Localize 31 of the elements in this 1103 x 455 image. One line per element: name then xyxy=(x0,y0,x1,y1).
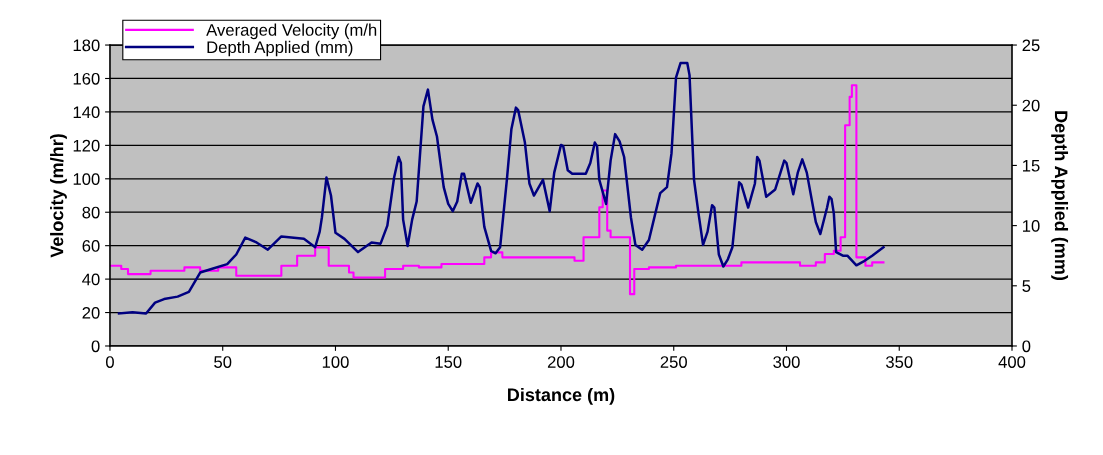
y-tick-label: 160 xyxy=(73,72,100,85)
y-tick-label: 80 xyxy=(82,206,100,219)
x-tick-label: 400 xyxy=(998,356,1026,368)
y-tick-label: 0 xyxy=(91,340,100,353)
y-axis-title: Velocity (m/hr) xyxy=(50,134,67,258)
y2-tick-label: 10 xyxy=(1023,220,1040,232)
legend-label: Depth Applied (mm) xyxy=(207,40,353,57)
y2-axis-title: Depth Applied (mm) xyxy=(1051,111,1069,281)
y2-tick-label: 15 xyxy=(1023,159,1040,172)
x-tick-label: 350 xyxy=(885,356,913,368)
x-tick-label: 150 xyxy=(435,356,462,368)
y2-tick-label: 25 xyxy=(1022,39,1040,52)
y-tick-label: 120 xyxy=(73,139,100,152)
x-tick-label: 0 xyxy=(105,356,114,368)
x-tick-label: 50 xyxy=(214,356,232,368)
x-tick-label: 300 xyxy=(773,356,800,368)
y-tick-label: 20 xyxy=(82,306,100,319)
y-tick-label: 140 xyxy=(73,106,100,119)
x-axis-title: Distance (m) xyxy=(508,387,615,405)
y-tick-label: 40 xyxy=(82,273,100,286)
x-tick-label: 250 xyxy=(660,356,687,368)
y2-tick-label: 20 xyxy=(1022,99,1040,112)
y-tick-label: 100 xyxy=(73,173,100,185)
x-tick-label: 100 xyxy=(322,356,349,368)
y-tick-label: 180 xyxy=(73,39,100,52)
y2-tick-label: 5 xyxy=(1022,280,1031,292)
line-series xyxy=(117,61,885,315)
y2-tick-label: 0 xyxy=(1022,340,1031,353)
y-tick-label: 60 xyxy=(82,240,100,252)
x-tick-label: 200 xyxy=(547,356,575,368)
legend-label: Averaged Velocity (m/h xyxy=(206,23,377,40)
